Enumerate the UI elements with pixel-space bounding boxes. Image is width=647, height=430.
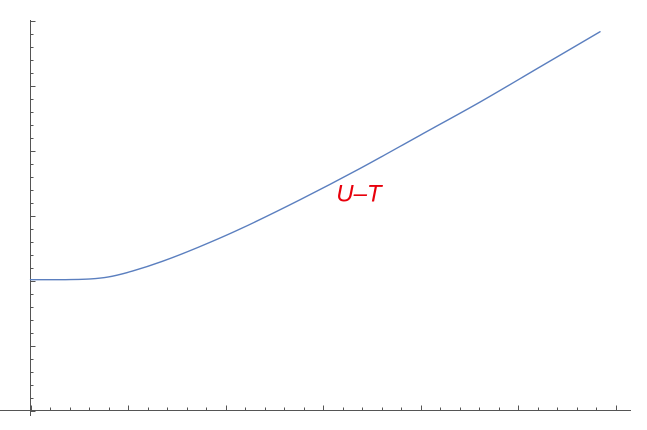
curve-label: U–T <box>336 181 384 208</box>
plot-area <box>29 31 601 281</box>
y-ticks <box>30 21 36 412</box>
annotations: U–T <box>336 181 384 208</box>
x-ticks <box>31 405 617 411</box>
axes <box>0 20 631 416</box>
series-line-0 <box>29 31 601 281</box>
